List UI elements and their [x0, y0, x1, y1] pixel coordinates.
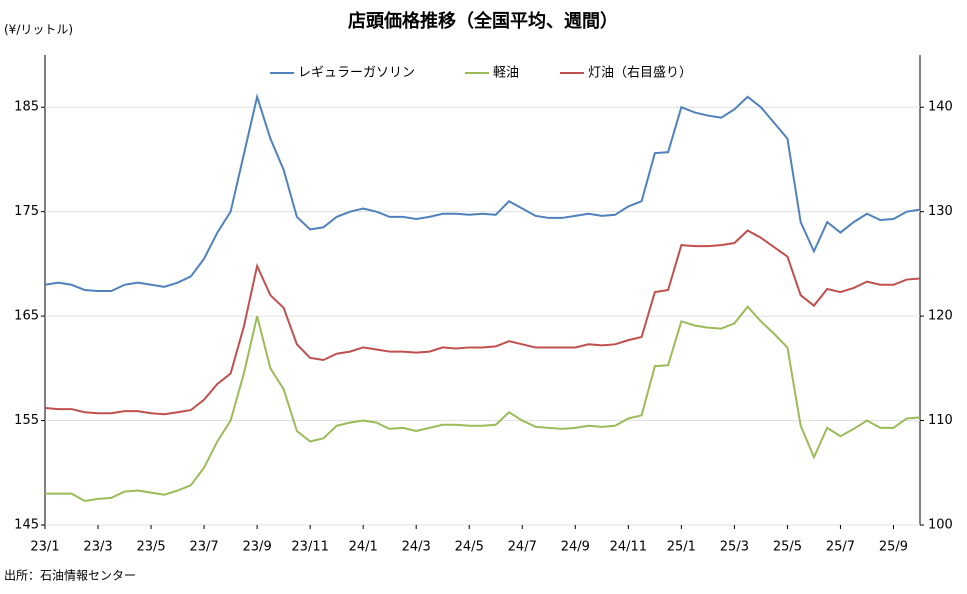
y-tick-label: 145: [14, 518, 39, 533]
x-tick-label: 23/5: [136, 540, 165, 555]
x-tick-label: 25/9: [879, 540, 908, 555]
y-tick-label: 175: [14, 204, 39, 219]
x-tick-label: 23/7: [189, 540, 218, 555]
x-tick-label: 25/5: [773, 540, 802, 555]
x-tick-label: 23/11: [291, 540, 328, 555]
legend-label: レギュラーガソリン: [298, 66, 415, 81]
series-line: [44, 92, 921, 293]
x-tick-label: 24/1: [349, 540, 378, 555]
y2-tick-label: 120: [928, 309, 953, 324]
y-tick-label: 165: [14, 309, 39, 324]
y-tick-label: 185: [14, 100, 39, 115]
y2-tick-label: 140: [928, 100, 953, 115]
y2-tick-label: 130: [928, 204, 953, 219]
x-tick-label: 24/7: [508, 540, 537, 555]
series-line: [45, 305, 921, 503]
y-axis-unit: (¥/リットル): [4, 23, 73, 37]
x-tick-label: 23/3: [83, 540, 112, 555]
y2-tick-label: 110: [928, 413, 953, 428]
chart-title: 店頭価格推移（全国平均、週間）: [348, 10, 618, 32]
x-tick-label: 23/1: [30, 540, 59, 555]
y2-tick-label: 100: [928, 518, 953, 533]
x-tick-label: 25/1: [667, 540, 696, 555]
series-line: [44, 229, 921, 416]
y-tick-label: 155: [14, 413, 39, 428]
x-tick-label: 24/9: [561, 540, 590, 555]
source: 出所：石油情報センター: [4, 569, 136, 583]
x-tick-label: 24/3: [402, 540, 431, 555]
x-tick-label: 24/5: [455, 540, 484, 555]
x-tick-label: 23/9: [243, 540, 272, 555]
x-tick-label: 25/3: [720, 540, 749, 555]
x-tick-label: 25/7: [826, 540, 855, 555]
legend-label: 軽油: [493, 66, 519, 81]
x-tick-label: 24/11: [610, 540, 647, 555]
legend-label: 灯油（右目盛り）: [588, 66, 692, 81]
